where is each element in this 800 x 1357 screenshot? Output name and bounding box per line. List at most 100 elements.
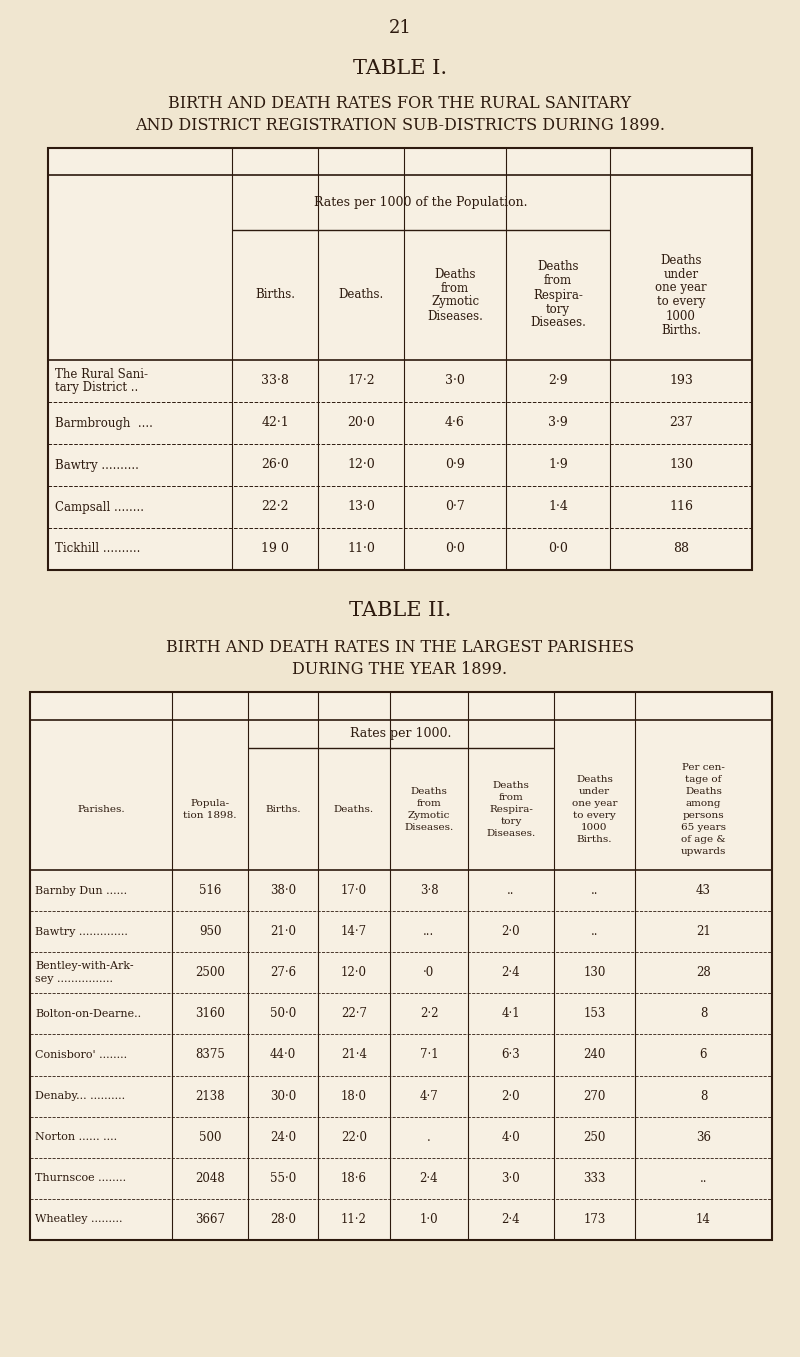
Bar: [48, 148, 752, 570]
Text: 55·0: 55·0: [270, 1172, 296, 1185]
Text: 0·0: 0·0: [445, 543, 465, 555]
Text: 18·6: 18·6: [341, 1172, 367, 1185]
Text: 333: 333: [583, 1172, 606, 1185]
Text: Births.: Births.: [577, 835, 612, 844]
Text: Per cen-: Per cen-: [682, 763, 725, 772]
Text: Rates per 1000.: Rates per 1000.: [350, 727, 452, 741]
Text: Deaths: Deaths: [410, 787, 447, 795]
Text: 11·2: 11·2: [341, 1213, 367, 1225]
Text: 24·0: 24·0: [270, 1130, 296, 1144]
Text: persons: persons: [682, 810, 724, 820]
Text: from: from: [498, 792, 523, 802]
Text: ..: ..: [590, 883, 598, 897]
Text: 116: 116: [669, 501, 693, 513]
Text: 22·7: 22·7: [341, 1007, 367, 1020]
Text: 21: 21: [389, 19, 411, 37]
Text: tory: tory: [500, 817, 522, 825]
Text: Deaths.: Deaths.: [338, 289, 384, 301]
Text: BIRTH AND DEATH RATES FOR THE RURAL SANITARY: BIRTH AND DEATH RATES FOR THE RURAL SANI…: [169, 95, 631, 113]
Text: 8: 8: [700, 1090, 707, 1103]
Text: Deaths: Deaths: [576, 775, 613, 783]
Text: 3·0: 3·0: [502, 1172, 520, 1185]
Text: 36: 36: [696, 1130, 711, 1144]
Text: 130: 130: [583, 966, 606, 980]
Text: upwards: upwards: [681, 847, 726, 855]
Text: 22·0: 22·0: [341, 1130, 367, 1144]
Text: Deaths: Deaths: [538, 261, 578, 274]
Text: 21: 21: [696, 925, 711, 938]
Text: 28: 28: [696, 966, 711, 980]
Text: Zymotic: Zymotic: [408, 810, 450, 820]
Text: 1·9: 1·9: [548, 459, 568, 471]
Text: 65 years: 65 years: [681, 822, 726, 832]
Text: 173: 173: [583, 1213, 606, 1225]
Text: ..: ..: [590, 925, 598, 938]
Text: Norton ...... ....: Norton ...... ....: [35, 1132, 117, 1143]
Text: 6: 6: [700, 1049, 707, 1061]
Text: Tickhill ..........: Tickhill ..........: [55, 543, 140, 555]
Text: Births.: Births.: [266, 805, 301, 813]
Text: 0·7: 0·7: [445, 501, 465, 513]
Text: 13·0: 13·0: [347, 501, 375, 513]
Text: 3·0: 3·0: [445, 375, 465, 388]
Text: 2·2: 2·2: [420, 1007, 438, 1020]
Text: 2048: 2048: [195, 1172, 225, 1185]
Text: Births.: Births.: [255, 289, 295, 301]
Text: 88: 88: [673, 543, 689, 555]
Text: 4·1: 4·1: [502, 1007, 520, 1020]
Text: .: .: [427, 1130, 431, 1144]
Text: under: under: [579, 787, 610, 795]
Text: 21·4: 21·4: [341, 1049, 367, 1061]
Text: 3·9: 3·9: [548, 417, 568, 430]
Text: 2138: 2138: [195, 1090, 225, 1103]
Text: one year: one year: [655, 281, 707, 294]
Text: Births.: Births.: [661, 323, 701, 337]
Text: 26·0: 26·0: [261, 459, 289, 471]
Text: Diseases.: Diseases.: [530, 316, 586, 330]
Text: 14·7: 14·7: [341, 925, 367, 938]
Text: 1·4: 1·4: [548, 501, 568, 513]
Text: under: under: [663, 267, 698, 281]
Text: 8375: 8375: [195, 1049, 225, 1061]
Text: Barmbrough  ....: Barmbrough ....: [55, 417, 153, 430]
Text: one year: one year: [572, 798, 618, 807]
Text: 2·4: 2·4: [502, 966, 520, 980]
Text: TABLE II.: TABLE II.: [349, 601, 451, 620]
Text: 2·9: 2·9: [548, 375, 568, 388]
Text: Campsall ........: Campsall ........: [55, 501, 144, 513]
Text: TABLE I.: TABLE I.: [353, 58, 447, 77]
Text: 1·0: 1·0: [420, 1213, 438, 1225]
Text: 2500: 2500: [195, 966, 225, 980]
Text: Diseases.: Diseases.: [404, 822, 454, 832]
Text: tory: tory: [546, 303, 570, 315]
Text: 2·0: 2·0: [502, 1090, 520, 1103]
Text: ..: ..: [507, 883, 514, 897]
Text: ..: ..: [700, 1172, 707, 1185]
Text: 237: 237: [669, 417, 693, 430]
Text: Bawtry ..............: Bawtry ..............: [35, 927, 128, 936]
Text: 7·1: 7·1: [420, 1049, 438, 1061]
Text: tion 1898.: tion 1898.: [183, 810, 237, 820]
Text: 12·0: 12·0: [347, 459, 375, 471]
Text: Denaby... ..........: Denaby... ..........: [35, 1091, 125, 1101]
Text: 270: 270: [583, 1090, 606, 1103]
Text: Diseases.: Diseases.: [486, 829, 536, 837]
Text: 11·0: 11·0: [347, 543, 375, 555]
Text: 0·9: 0·9: [445, 459, 465, 471]
Text: Parishes.: Parishes.: [77, 805, 125, 813]
Text: 130: 130: [669, 459, 693, 471]
Text: 28·0: 28·0: [270, 1213, 296, 1225]
Text: Bolton-on-Dearne..: Bolton-on-Dearne..: [35, 1008, 141, 1019]
Text: Wheatley .........: Wheatley .........: [35, 1215, 122, 1224]
Text: sey ................: sey ................: [35, 974, 113, 984]
Text: 18·0: 18·0: [341, 1090, 367, 1103]
Text: Zymotic: Zymotic: [431, 296, 479, 308]
Bar: [30, 692, 772, 1240]
Text: 193: 193: [669, 375, 693, 388]
Text: 50·0: 50·0: [270, 1007, 296, 1020]
Text: 42·1: 42·1: [261, 417, 289, 430]
Text: BIRTH AND DEATH RATES IN THE LARGEST PARISHES: BIRTH AND DEATH RATES IN THE LARGEST PAR…: [166, 639, 634, 657]
Text: DURING THE YEAR 1899.: DURING THE YEAR 1899.: [293, 661, 507, 678]
Text: 2·0: 2·0: [502, 925, 520, 938]
Text: to every: to every: [573, 810, 616, 820]
